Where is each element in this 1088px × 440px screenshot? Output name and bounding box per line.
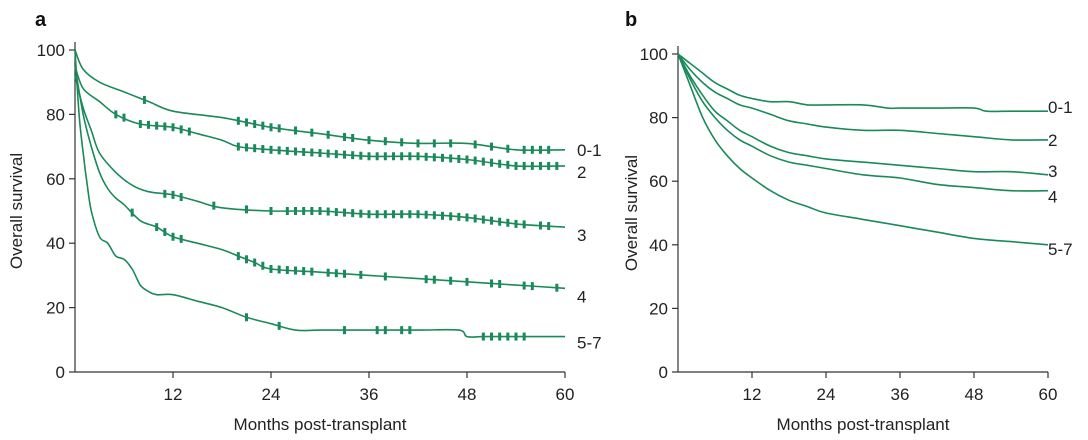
x-tick-label: 60 — [1039, 385, 1058, 404]
survival-curve-5-7 — [74, 49, 565, 338]
x-tick-label: 60 — [556, 385, 575, 404]
panel-label: a — [35, 9, 47, 31]
survival-curve-4 — [677, 53, 1049, 192]
y-tick-label: 0 — [56, 363, 65, 382]
survival-curve-0-1 — [677, 53, 1048, 113]
series-label: 4 — [1048, 188, 1057, 207]
x-tick-label: 12 — [164, 385, 183, 404]
y-tick-label: 40 — [649, 236, 668, 255]
y-tick-label: 60 — [46, 170, 65, 189]
series-label: 4 — [577, 287, 586, 306]
series-label: 0-1 — [577, 141, 602, 160]
x-tick-label: 12 — [743, 385, 762, 404]
y-tick-label: 80 — [46, 105, 65, 124]
survival-curve-2 — [677, 53, 1049, 141]
y-axis-label: Overall survival — [622, 155, 641, 271]
survival-curve-3 — [74, 75, 566, 228]
x-tick-label: 48 — [965, 385, 984, 404]
x-tick-label: 36 — [360, 385, 379, 404]
x-tick-label: 48 — [458, 385, 477, 404]
y-axis-label: Overall survival — [7, 153, 26, 269]
y-tick-label: 20 — [46, 299, 65, 318]
y-tick-label: 40 — [46, 234, 65, 253]
series-label: 3 — [1048, 162, 1057, 181]
x-axis-label: Months post-transplant — [777, 415, 950, 434]
series-label: 5-7 — [577, 334, 602, 353]
survival-curve-4 — [74, 65, 566, 290]
y-tick-label: 100 — [640, 45, 668, 64]
x-tick-label: 24 — [817, 385, 836, 404]
y-tick-label: 100 — [37, 41, 65, 60]
series-label: 0-1 — [1048, 98, 1073, 117]
series-label: 3 — [577, 226, 586, 245]
y-tick-label: 60 — [649, 172, 668, 191]
survival-curve-0-1 — [74, 49, 566, 152]
series-label: 2 — [577, 163, 586, 182]
series-label: 5-7 — [1048, 240, 1073, 259]
y-tick-label: 0 — [659, 363, 668, 382]
x-tick-label: 24 — [262, 385, 281, 404]
y-tick-label: 20 — [649, 299, 668, 318]
survival-curve-5-7 — [677, 53, 1049, 246]
x-tick-label: 36 — [891, 385, 910, 404]
survival-curve-3 — [677, 53, 1049, 176]
series-label: 2 — [1048, 131, 1057, 150]
panel-label: b — [625, 9, 637, 31]
y-tick-label: 80 — [649, 109, 668, 128]
x-axis-label: Months post-transplant — [234, 415, 407, 434]
